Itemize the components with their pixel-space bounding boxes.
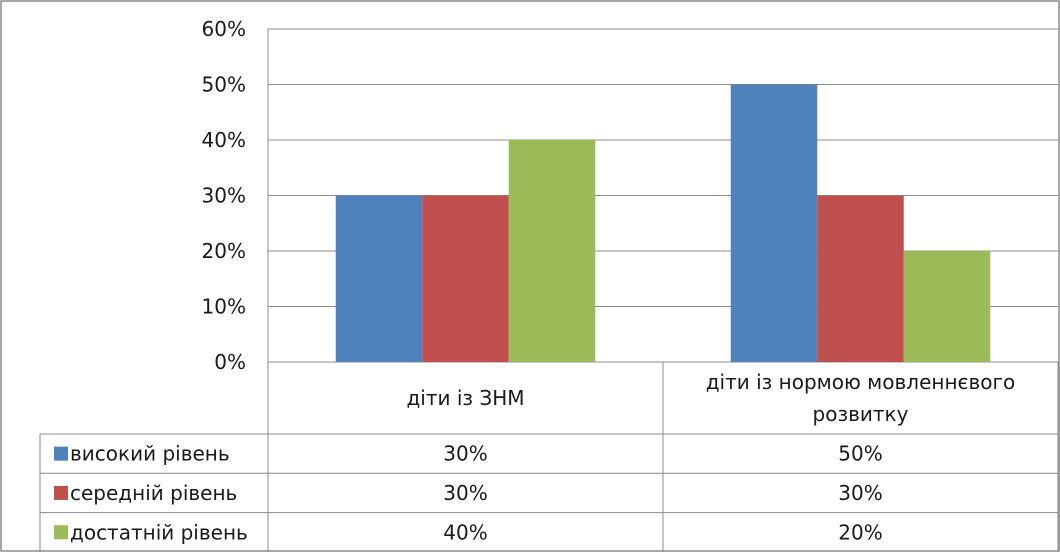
y-tick-label: 40%	[202, 128, 246, 152]
legend-label: достатній рівень	[70, 520, 248, 544]
bar	[508, 140, 596, 362]
legend-swatch	[54, 485, 68, 500]
data-label: 30%	[443, 442, 487, 466]
data-table: діти із ЗНМ діти із нормою мовленнєвого ро…	[39, 362, 1059, 552]
y-axis: 0% 10% 20% 30% 40% 50% 60%	[202, 17, 269, 374]
y-tick-label: 0%	[214, 350, 246, 374]
data-label: 30%	[443, 481, 487, 505]
data-label: 20%	[838, 520, 882, 544]
bar	[817, 195, 904, 362]
category-label: діти із нормою мовленнєвого	[706, 370, 1016, 394]
bar	[730, 84, 818, 362]
category-label: розвитку	[813, 402, 909, 426]
y-tick-label: 60%	[202, 17, 246, 41]
category-label: діти із ЗНМ	[406, 386, 524, 410]
legend-swatch	[54, 446, 68, 461]
bar	[903, 251, 991, 362]
bars	[335, 84, 991, 362]
data-label: 40%	[443, 520, 487, 544]
legend-label: середній рівень	[70, 481, 237, 505]
legend-swatch	[54, 525, 68, 540]
bar	[422, 195, 509, 362]
data-label: 50%	[838, 442, 882, 466]
y-tick-label: 30%	[202, 184, 246, 208]
bar	[335, 195, 423, 362]
legend-label: високий рівень	[70, 442, 230, 466]
y-tick-label: 50%	[202, 73, 246, 97]
y-tick-label: 10%	[202, 295, 246, 319]
y-tick-label: 20%	[202, 239, 246, 263]
data-label: 30%	[838, 481, 882, 505]
